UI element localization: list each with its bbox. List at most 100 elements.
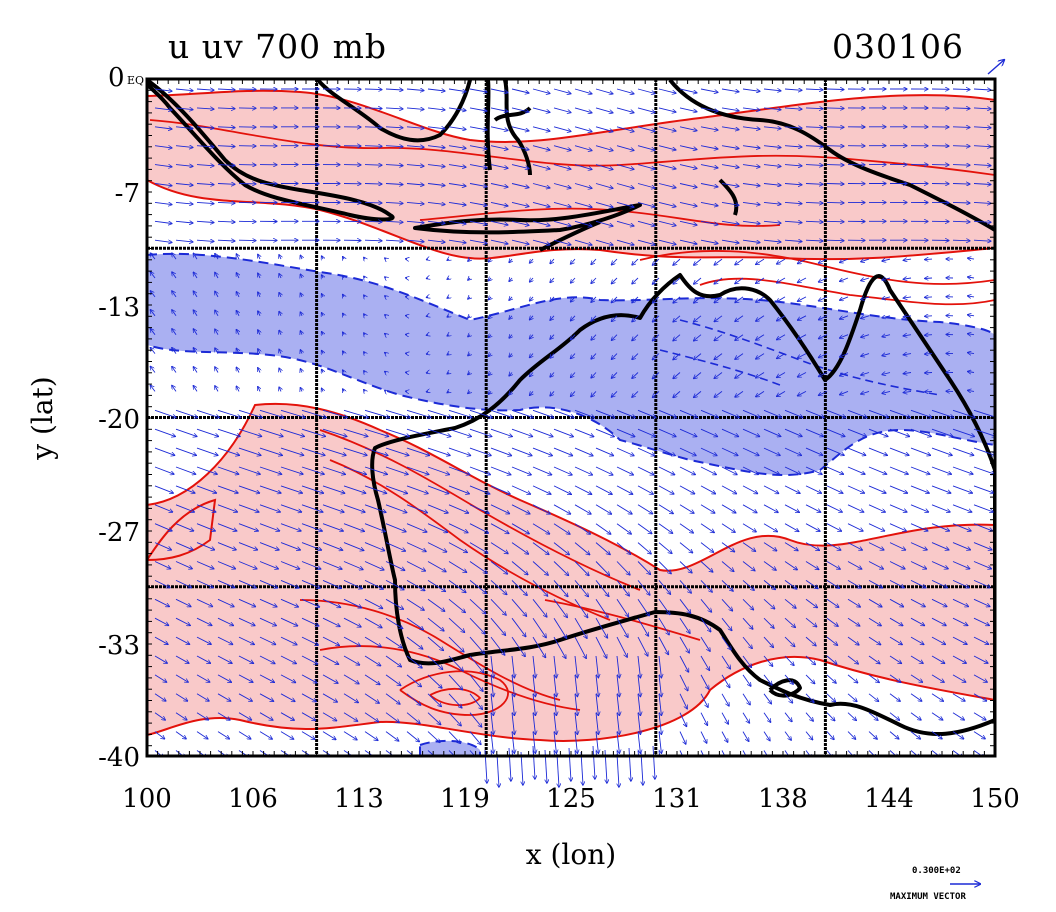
wind-vector [449,89,466,92]
wind-vector [953,448,974,455]
wind-vector [218,89,235,90]
wind-vector [925,354,932,355]
wind-vector [827,202,844,203]
wind-vector [176,467,196,474]
wind-vector [911,694,922,701]
wind-vector [659,751,661,773]
wind-vector [911,713,921,720]
wind-vector [827,505,842,512]
wind-vector [827,146,844,147]
wind-vector [869,448,887,455]
wind-vector [365,89,382,90]
wind-vector [322,256,323,259]
wind-vector [680,543,693,553]
wind-vector [258,387,260,392]
wind-vector [575,429,594,436]
wind-vector [785,524,799,532]
wind-vector [638,732,640,754]
wind-vector [172,386,176,392]
wind-vector [694,278,701,284]
wind-vector [629,748,631,781]
wind-vector [596,486,612,494]
wind-vector [533,127,550,131]
plot-title: u uv 700 mb [168,27,387,66]
wind-vector [869,486,886,493]
wind-vector [155,732,165,739]
wind-vector [840,278,848,281]
wind-vector [554,127,571,132]
wind-vector [953,240,970,241]
wind-vector [827,89,844,90]
wind-vector [596,505,611,514]
wind-vector [300,369,302,373]
wind-vector [659,505,673,514]
wind-vector [512,89,529,93]
x-tick: 144 [864,784,914,814]
wind-vector [827,675,836,683]
wind-vector [575,505,591,514]
wind-vector [827,165,844,166]
wind-vector [236,386,239,391]
wind-vector [694,259,701,265]
wind-vector [530,259,533,263]
wind-vector [491,448,511,456]
wind-vector [806,505,821,512]
wind-vector [575,127,592,132]
wind-vector [596,448,613,456]
wind-vector [596,89,613,94]
wind-vector [215,367,218,373]
wind-vector [155,448,175,455]
wind-vector [680,732,686,744]
wind-vector [798,278,806,282]
wind-vector [638,751,640,773]
wind-vector [533,108,550,112]
wind-vector [861,278,869,281]
wind-vector [550,278,554,282]
wind-vector [764,694,771,704]
wind-vector [343,257,344,259]
wind-vector [743,675,751,686]
wind-vector [385,390,386,391]
vector-legend-label: MAXIMUM VECTOR [890,892,966,902]
wind-vector [932,486,951,493]
wind-vector [193,386,197,392]
wind-vector [848,694,857,702]
wind-vector [155,221,172,223]
wind-vector [386,732,399,741]
wind-vector [827,694,835,702]
corner-vector [988,60,1004,74]
wind-vector [743,732,749,742]
wind-vector [848,448,866,455]
wind-vector [659,486,674,494]
wind-vector [557,754,559,787]
wind-vector [427,373,429,374]
wind-vector [407,410,431,417]
wind-vector [489,278,492,281]
wind-vector [470,108,487,111]
wind-vector [701,543,713,553]
wind-vector [236,254,239,259]
wind-vector [722,713,728,724]
wind-vector [743,524,756,532]
wind-vector [155,429,175,436]
wind-vector [848,467,865,474]
wind-vector [798,297,806,301]
wind-vector [785,732,791,741]
wind-vector [869,505,885,512]
wind-vector [427,335,429,336]
wind-vector [701,732,707,743]
wind-vector [806,713,813,721]
wind-vector [743,108,760,110]
x-tick: 106 [228,784,278,814]
wind-vector [680,524,693,533]
wind-vector [343,389,344,391]
wind-vector [764,713,771,723]
wind-vector [533,467,552,475]
wind-vector [953,146,970,147]
wind-vector [512,127,529,131]
wind-vector [279,387,281,391]
wind-vector [155,240,172,242]
wind-vector [385,258,386,259]
wind-vector [848,505,864,512]
wind-vector [932,694,943,701]
